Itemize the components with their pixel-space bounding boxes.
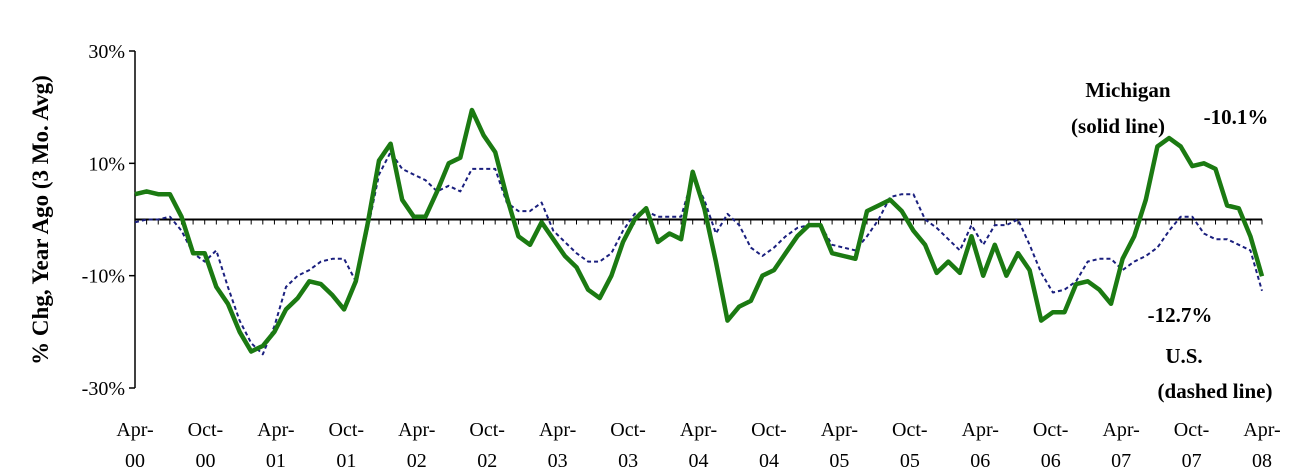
x-tick-label: 06: [970, 450, 990, 471]
x-tick-label: Apr-: [680, 419, 717, 441]
x-tick-label: Apr-: [1102, 419, 1139, 441]
x-tick-label: Oct-: [1033, 419, 1069, 441]
x-tick-label: 03: [548, 450, 568, 471]
x-tick-label: Apr-: [116, 419, 153, 441]
x-tick-label: 01: [336, 450, 356, 471]
y-tick-label: 10%: [88, 153, 125, 175]
x-ticks: Apr- 00 Oct- 00 Apr- 01 Oct- 01 Apr- 02 Oct- 02 Apr-…: [116, 219, 1281, 471]
x-tick-label: Oct-: [892, 419, 928, 441]
x-tick-label: Apr-: [398, 419, 435, 441]
x-tick-label: Apr-: [1243, 419, 1280, 441]
x-tick-label: Oct-: [188, 419, 224, 441]
x-tick-label: Apr-: [539, 419, 576, 441]
x-tick-label: 01: [266, 450, 286, 471]
x-tick-label: Oct-: [469, 419, 505, 441]
series: [134, 107, 1265, 356]
x-tick-label: 08: [1252, 450, 1272, 471]
y-tick-label: 30%: [88, 41, 125, 63]
x-tick-label: 04: [759, 450, 779, 471]
x-tick-label: 03: [618, 450, 638, 471]
x-tick-label: 05: [829, 450, 849, 471]
us-sublabel: (dashed line): [1158, 379, 1273, 403]
y-tick-label: -30%: [82, 378, 125, 400]
michigan-sublabel: (solid line): [1071, 114, 1165, 138]
y-axis-label: % Chg, Year Ago (3 Mo. Avg): [28, 75, 53, 365]
us-value-label: -12.7%: [1148, 303, 1213, 327]
x-tick-label: 00: [195, 450, 215, 471]
x-tick-label: 07: [1182, 450, 1202, 471]
x-tick-label: 00: [125, 450, 145, 471]
x-tick-label: Oct-: [751, 419, 787, 441]
y-tick-label: -10%: [82, 266, 125, 288]
x-tick-label: 04: [689, 450, 709, 471]
michigan-label: Michigan: [1085, 78, 1170, 102]
x-tick-label: 02: [477, 450, 497, 471]
x-tick-label: Oct-: [1174, 419, 1210, 441]
x-tick-label: 06: [1041, 450, 1061, 471]
x-tick-label: 02: [407, 450, 427, 471]
us-label: U.S.: [1165, 344, 1202, 368]
michigan-value-label: -10.1%: [1204, 105, 1269, 129]
series-line-michigan: [134, 107, 1265, 354]
x-tick-label: Apr-: [962, 419, 999, 441]
x-tick-label: 05: [900, 450, 920, 471]
x-tick-label: Apr-: [257, 419, 294, 441]
y-ticks: 30% 10% -10% -30%: [82, 41, 135, 400]
x-tick-label: Oct-: [610, 419, 646, 441]
x-tick-label: Oct-: [329, 419, 365, 441]
x-tick-label: 07: [1111, 450, 1131, 471]
x-tick-label: Apr-: [821, 419, 858, 441]
series-line-us: [134, 151, 1263, 356]
